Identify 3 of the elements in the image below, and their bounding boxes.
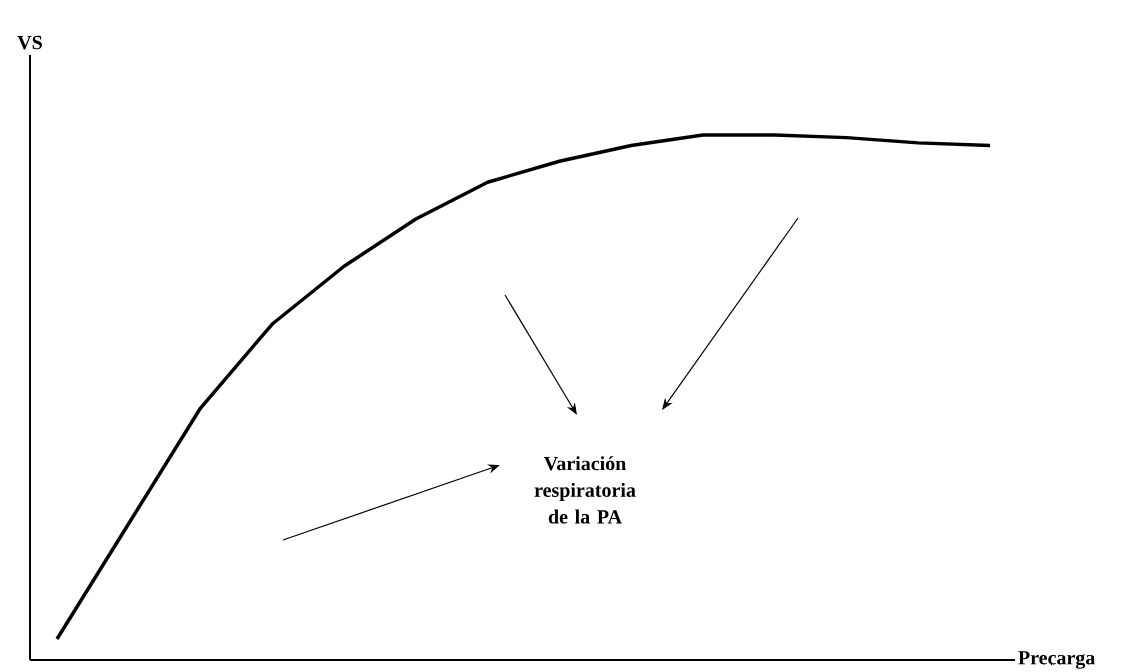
annotation: Variación respiratoria de la PA — [534, 456, 636, 524]
x-axis-title: Precarga — [1018, 651, 1096, 669]
y-axis-title: VS — [17, 35, 42, 50]
